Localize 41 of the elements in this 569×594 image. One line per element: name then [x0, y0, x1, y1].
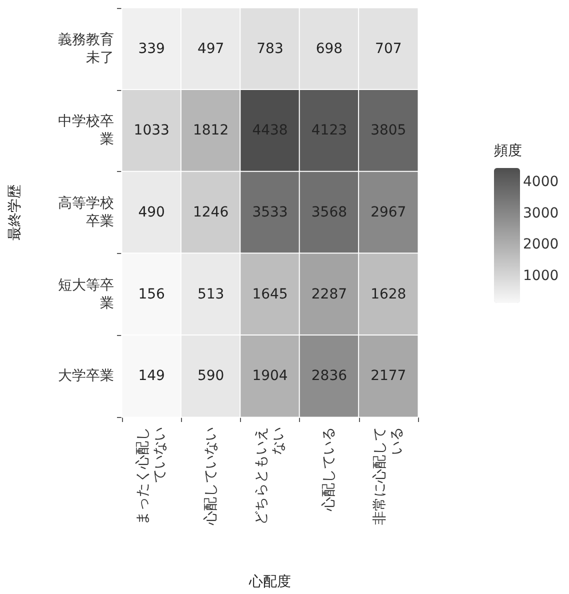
data-label: 1628 — [370, 286, 406, 302]
x-axis-title: 心配度 — [248, 574, 291, 590]
data-label: 4123 — [311, 122, 348, 139]
data-label: 3805 — [370, 122, 406, 139]
color-bar-label: 1000 — [523, 268, 559, 284]
data-label: 783 — [256, 40, 284, 57]
x-tick-label: まったく心配していない — [135, 427, 168, 525]
y-tick-label: 短大等卒業 — [58, 277, 114, 312]
y-tick-label: 中学校卒業 — [58, 114, 114, 148]
x-tick-label: どちらともいえない — [254, 427, 286, 525]
data-label: 3568 — [311, 204, 348, 220]
color-bar-label: 2000 — [523, 236, 559, 253]
data-label: 1904 — [252, 368, 288, 384]
color-bar-label: 4000 — [523, 174, 559, 190]
data-label: 1645 — [252, 286, 288, 302]
data-label: 1033 — [134, 122, 170, 139]
x-tick-label: 非常に心配している — [372, 427, 405, 525]
data-label: 707 — [375, 40, 402, 57]
data-label: 339 — [138, 40, 165, 57]
data-label: 513 — [197, 286, 224, 302]
y-tick-label: 大学卒業 — [58, 368, 114, 384]
data-label: 497 — [197, 40, 224, 57]
data-label: 3533 — [252, 204, 288, 220]
y-tick-label: 義務教育未了 — [58, 30, 114, 66]
x-tick-label: 心配していない — [202, 427, 219, 526]
data-label: 2967 — [370, 204, 406, 220]
data-label: 1246 — [192, 204, 229, 220]
color-bar-label: 3000 — [523, 205, 559, 222]
y-axis-title: 最終学歴 — [7, 184, 23, 240]
x-tick-label: 心配している — [321, 427, 338, 512]
legend-title: 頻度 — [494, 143, 522, 159]
data-label: 2836 — [311, 368, 348, 384]
y-tick-label: 高等学校卒業 — [58, 196, 114, 230]
data-label: 490 — [138, 204, 165, 220]
data-label: 1812 — [192, 122, 229, 139]
data-label: 156 — [138, 286, 166, 302]
data-label: 149 — [138, 368, 165, 384]
data-label: 698 — [316, 40, 343, 57]
data-label: 2177 — [370, 368, 406, 384]
data-label: 590 — [197, 368, 224, 384]
data-label: 2287 — [311, 286, 348, 302]
